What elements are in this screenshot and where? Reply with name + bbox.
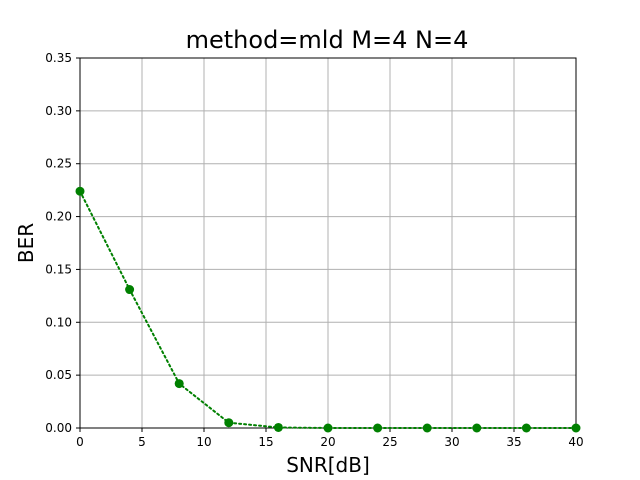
data-point — [422, 423, 432, 433]
y-tick-label: 0.25 — [45, 157, 72, 171]
y-tick-label: 0.35 — [45, 51, 72, 65]
y-tick-label: 0.10 — [45, 315, 72, 329]
data-point — [125, 285, 135, 295]
data-point — [75, 186, 85, 196]
data-point — [224, 418, 234, 428]
series-group — [75, 186, 581, 433]
data-point — [174, 379, 184, 389]
x-tick-label: 35 — [506, 435, 521, 449]
x-tick-label: 20 — [320, 435, 335, 449]
y-tick-label: 0.00 — [45, 421, 72, 435]
y-tick-label: 0.20 — [45, 210, 72, 224]
x-tick-label: 30 — [444, 435, 459, 449]
x-axis-label: SNR[dB] — [286, 453, 370, 477]
y-tick-label: 0.30 — [45, 104, 72, 118]
data-point — [373, 423, 383, 433]
y-tick-label: 0.05 — [45, 368, 72, 382]
chart-title: method=mld M=4 N=4 — [186, 26, 469, 54]
x-tick-label: 40 — [568, 435, 583, 449]
data-point — [323, 423, 333, 433]
data-point — [472, 423, 482, 433]
y-tick-label: 0.15 — [45, 262, 72, 276]
x-tick-label: 5 — [138, 435, 146, 449]
y-axis-label: BER — [14, 223, 38, 263]
x-tick-label: 25 — [382, 435, 397, 449]
x-tick-label: 10 — [196, 435, 211, 449]
data-point — [521, 423, 531, 433]
x-tick-label: 15 — [258, 435, 273, 449]
axis-ticks: 0 5 10 15 20 25 30 35 40 0.00 0.05 0.10 0.15 0.20 0.25… — [45, 51, 583, 449]
data-point — [273, 422, 283, 432]
grid — [79, 57, 577, 429]
x-tick-label: 0 — [76, 435, 84, 449]
data-point — [571, 423, 581, 433]
